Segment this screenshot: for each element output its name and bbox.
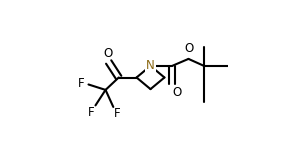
Text: O: O <box>103 47 113 60</box>
Text: F: F <box>114 107 121 120</box>
Text: F: F <box>88 106 95 119</box>
Text: N: N <box>146 59 155 72</box>
Text: O: O <box>172 86 182 100</box>
Text: F: F <box>78 77 85 90</box>
Text: O: O <box>185 42 194 55</box>
